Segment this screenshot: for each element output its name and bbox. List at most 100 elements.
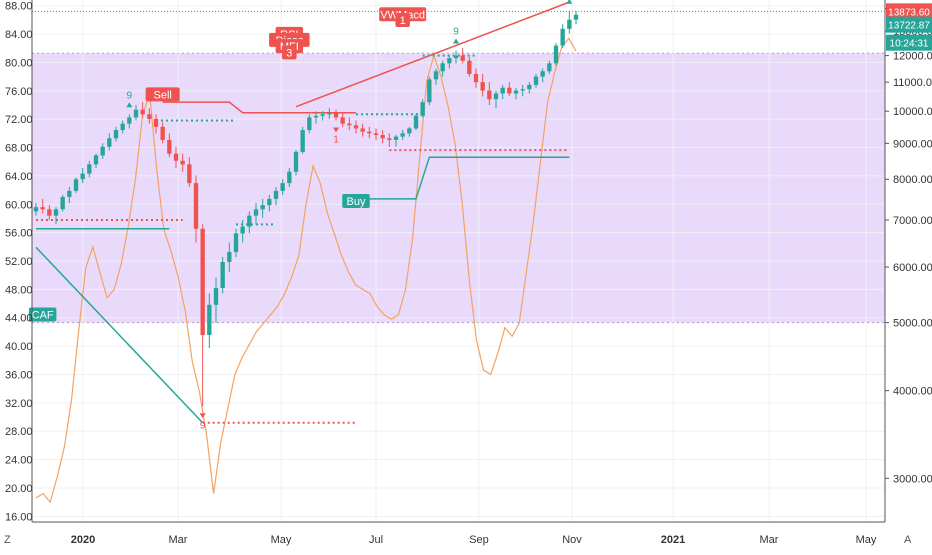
candle-body [213, 288, 219, 305]
candle-body [533, 76, 539, 85]
candle-body [407, 128, 412, 134]
left-axis-tick: 68.00 [5, 143, 33, 155]
left-axis-tick: 52.00 [5, 256, 33, 268]
candle-body [227, 252, 232, 262]
candle-body [447, 58, 452, 64]
right-axis-tick: 8000.00 [893, 174, 932, 186]
candle-body [40, 207, 45, 210]
candle-body [527, 84, 532, 90]
candle-body [67, 190, 72, 197]
x-axis-tick: Sep [469, 534, 489, 546]
candle-body [147, 114, 152, 119]
candle-body [120, 123, 125, 131]
candle-body [480, 82, 485, 91]
marker-text: 9 [127, 90, 133, 101]
candle-body [427, 79, 432, 103]
candle-body [73, 179, 79, 191]
right-axis-tick: 11000.00 [893, 77, 932, 89]
candle-body [400, 133, 405, 137]
buy-line-lower [35, 246, 204, 424]
candle-body [493, 93, 499, 100]
candle-body [420, 102, 425, 116]
candle-body [207, 304, 212, 336]
left-axis-tick: 56.00 [5, 228, 33, 240]
right-axis-tick: 6000.00 [893, 262, 932, 274]
candle-body [293, 151, 299, 172]
x-axis-tick: Jul [369, 534, 383, 546]
x-axis-tick: 2020 [71, 534, 95, 546]
candle-body [320, 114, 325, 116]
candle-body [353, 125, 359, 129]
left-axis-tick: 44.00 [5, 313, 33, 325]
candle-body [413, 115, 419, 129]
right-axis-tick: 5000.00 [893, 318, 932, 330]
left-axis-tick: 32.00 [5, 398, 33, 410]
candle-body [260, 205, 265, 210]
candle-body [327, 112, 332, 115]
candle-body [107, 138, 112, 147]
right-axis-tick: 7000.00 [893, 215, 932, 227]
candle-body [100, 146, 105, 156]
left-axis-tick: 80.00 [5, 57, 33, 69]
candle-body [440, 63, 445, 72]
candle-body [433, 71, 439, 80]
x-axis-tick: May [271, 534, 292, 546]
candle-body [53, 209, 59, 216]
left-axis-tick: 24.00 [5, 455, 33, 467]
candle-body [307, 117, 312, 131]
candle-body [233, 233, 239, 253]
candle-body [507, 87, 512, 94]
right-axis-tick: 12000.00 [893, 51, 932, 63]
candle-body [573, 14, 579, 20]
right-axis-tick: 10000.00 [893, 106, 932, 118]
candle-body [453, 55, 459, 59]
corner-label-right: A [904, 534, 912, 546]
left-axis-tick: 48.00 [5, 284, 33, 296]
last-price-label: 13873.60 [888, 7, 930, 18]
signal-label-text: CAF [32, 310, 54, 322]
sell-line [162, 101, 356, 114]
candle-body [140, 109, 145, 115]
candle-body [393, 136, 399, 140]
candle-body [247, 215, 252, 227]
candle-body [173, 153, 179, 161]
candle-body [220, 261, 225, 289]
last-price-label-box [886, 3, 932, 20]
candle-body [187, 164, 192, 184]
x-axis-tick: 2021 [661, 534, 685, 546]
candle-body [380, 134, 385, 139]
axes-layer: 88.00 84.00 80.00 76.00 72.00 68.00 64.00 60.00… [4, 0, 932, 546]
candle-body [340, 117, 345, 124]
candle-body [87, 164, 92, 174]
current-price-label: 13722.87 [888, 21, 930, 32]
candle-body [567, 19, 572, 29]
candle-body [267, 198, 272, 206]
signal-label-box [342, 194, 370, 209]
candle-body [487, 90, 492, 100]
current-price-label-box [886, 16, 932, 33]
candle-body [467, 60, 472, 74]
candle-body [460, 55, 465, 61]
oscillator-line [35, 37, 577, 504]
candle-body [540, 71, 545, 77]
trend-line [295, 1, 570, 108]
candle-body [473, 73, 479, 83]
candle-body [253, 209, 259, 216]
x-axis-tick: Mar [169, 534, 188, 546]
right-axis-tick: 3000.00 [893, 473, 932, 485]
candles-layer [33, 10, 579, 407]
left-axis-tick: 84.00 [5, 29, 33, 41]
candle-body [313, 115, 319, 118]
candle-body [33, 207, 39, 212]
left-axis-tick: 72.00 [5, 114, 33, 126]
marker [566, 0, 573, 4]
candle-body [200, 228, 205, 336]
candle-body [387, 138, 392, 140]
candle-body [240, 226, 245, 234]
corner-label-left: Z [4, 534, 11, 546]
candle-body [127, 117, 132, 124]
candle-body [47, 209, 52, 216]
signal-label-box [28, 307, 57, 322]
